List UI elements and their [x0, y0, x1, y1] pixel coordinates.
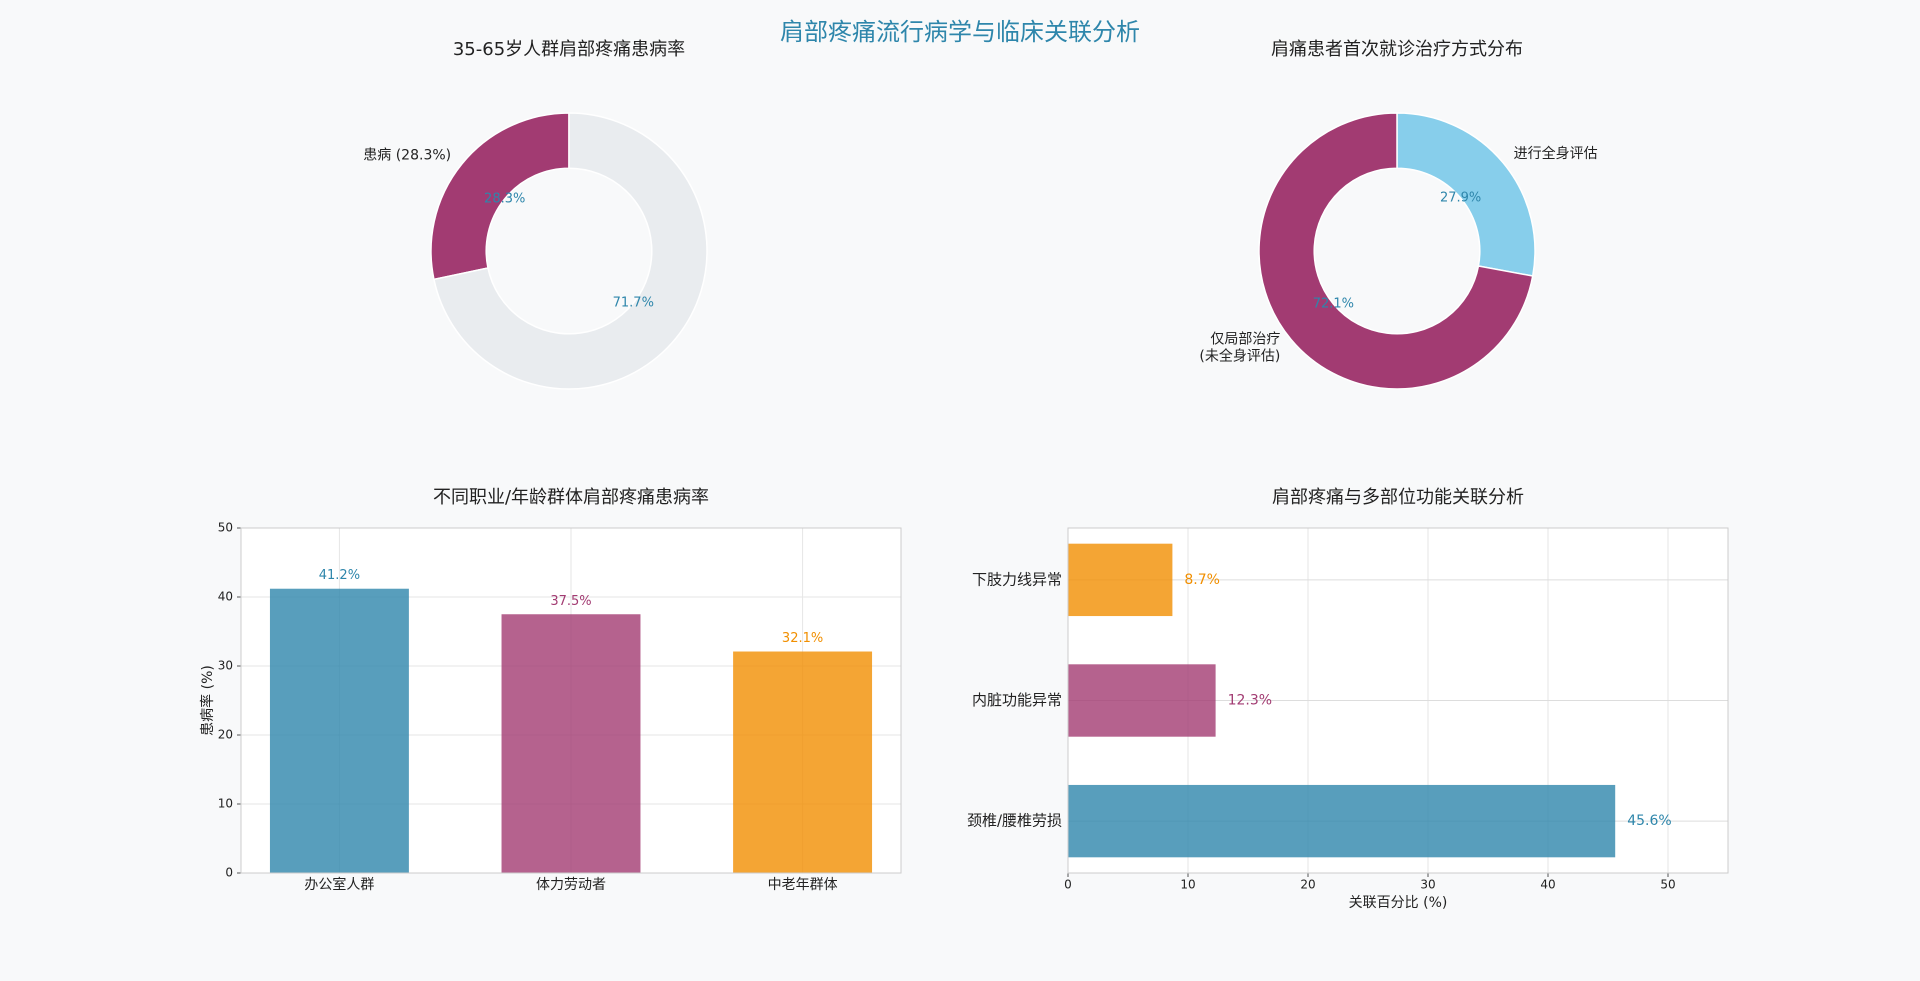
bar: [733, 651, 873, 873]
bar-value-label: 32.1%: [782, 631, 823, 646]
y-tick-label: 30: [218, 659, 233, 673]
axes-frame: [240, 527, 902, 874]
x-tick-label: 体力劳动者: [536, 877, 606, 893]
axes-frame: [1067, 527, 1729, 874]
bar: [1068, 784, 1616, 858]
x-tick-label: 50: [1660, 878, 1675, 892]
x-tick-label: 10: [1180, 878, 1195, 892]
bar-value-label: 45.6%: [1627, 813, 1671, 829]
slice-value-label: 71.7%: [613, 296, 654, 311]
y-tick-label: 0: [225, 866, 233, 880]
x-axis-label: 关联百分比 (%): [1349, 895, 1448, 911]
figure-title: 肩部疼痛流行病学与临床关联分析: [780, 18, 1140, 46]
y-tick-label: 下肢力线异常: [972, 570, 1062, 588]
slice-value-label: 28.3%: [484, 191, 525, 206]
bar: [501, 614, 641, 873]
y-tick-label: 内脏功能异常: [972, 691, 1062, 709]
y-tick-label: 40: [218, 590, 233, 604]
y-tick-label: 50: [218, 521, 233, 535]
bar-value-label: 12.3%: [1228, 693, 1272, 709]
slice-label: 患病 (28.3%): [363, 147, 451, 163]
pie-slice: [433, 112, 708, 390]
x-tick-label: 40: [1540, 878, 1555, 892]
chart-title: 不同职业/年龄群体肩部疼痛患病率: [433, 487, 709, 508]
x-tick-label: 30: [1420, 878, 1435, 892]
bar-value-label: 41.2%: [319, 568, 360, 583]
bar: [269, 588, 409, 873]
y-tick-label: 颈椎/腰椎劳损: [967, 812, 1062, 830]
bar: [1068, 543, 1173, 617]
slice-value-label: 72.1%: [1313, 296, 1354, 311]
pie-slice: [1258, 112, 1534, 390]
pie-slice: [1396, 112, 1536, 277]
x-tick-label: 0: [1064, 878, 1072, 892]
bar-value-label: 37.5%: [550, 594, 591, 609]
x-tick-label: 办公室人群: [304, 876, 374, 893]
slice-label: 进行全身评估: [1514, 145, 1598, 162]
chart-title: 肩部疼痛与多部位功能关联分析: [1272, 487, 1524, 508]
y-tick-label: 20: [218, 728, 233, 742]
y-tick-label: 10: [218, 797, 233, 811]
slice-label: 仅局部治疗(未全身评估): [1199, 332, 1280, 365]
bar-value-label: 8.7%: [1184, 572, 1220, 588]
chart-title: 35-65岁人群肩部疼痛患病率: [453, 39, 685, 60]
y-axis-label: 患病率 (%): [199, 665, 216, 736]
x-tick-label: 中老年群体: [768, 877, 838, 893]
pie-slice: [430, 112, 570, 281]
bar: [1068, 664, 1216, 737]
slice-value-label: 27.9%: [1440, 191, 1481, 206]
chart-title: 肩痛患者首次就诊治疗方式分布: [1271, 39, 1523, 60]
x-tick-label: 20: [1300, 878, 1315, 892]
